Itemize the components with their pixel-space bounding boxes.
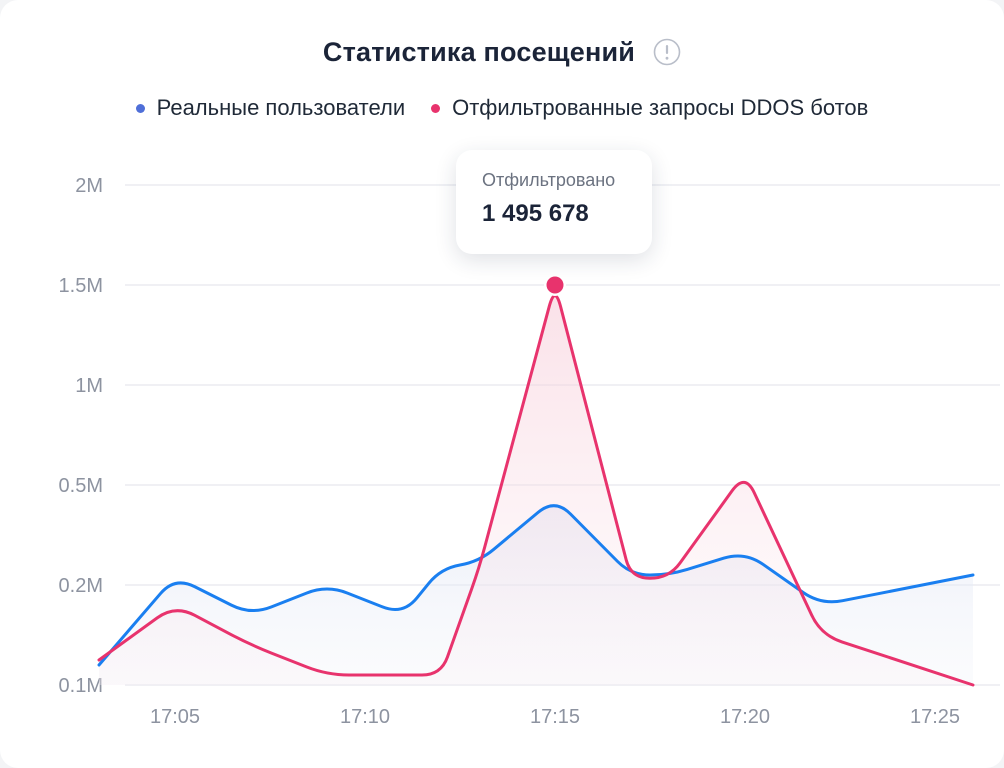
data-point-layer — [544, 274, 566, 296]
x-tick-label: 17:25 — [910, 706, 960, 728]
area-fill-layer — [99, 285, 973, 685]
x-tick-label: 17:05 — [150, 706, 200, 728]
series-area-1 — [99, 295, 973, 685]
legend-item-ddos-bots[interactable]: Отфильтрованные запросы DDOS ботов — [431, 95, 868, 121]
chart-header: Статистика посещений — [0, 30, 1004, 74]
y-tick-label: 1M — [75, 375, 103, 397]
series-line-layer — [97, 294, 975, 687]
chart-title: Статистика посещений — [322, 36, 636, 67]
legend-label-ddos-bots: Отфильтрованные запросы DDOS ботов — [452, 95, 869, 120]
legend-dot-real-users — [135, 103, 145, 113]
tooltip: Отфильтровано 1 495 678 — [456, 150, 652, 254]
tooltip-value: 1 495 678 — [482, 200, 589, 227]
tooltip-label: Отфильтровано — [482, 170, 616, 190]
y-tick-label: 1.5M — [59, 275, 103, 297]
x-tick-label: 17:15 — [530, 706, 580, 728]
x-tick-label: 17:20 — [720, 706, 770, 728]
legend-label-real-users: Реальные пользователи — [156, 95, 406, 120]
series-line-0 — [97, 504, 975, 667]
highlight-point — [546, 276, 564, 294]
x-tick-label: 17:10 — [340, 706, 390, 728]
y-tick-label: 0.2M — [59, 575, 103, 597]
chart-legend: Реальные пользователи Отфильтрованные за… — [0, 90, 1004, 126]
y-tick-label: 0.1M — [59, 675, 103, 697]
series-line-1 — [97, 294, 975, 687]
legend-item-real-users[interactable]: Реальные пользователи — [135, 95, 406, 121]
y-tick-label: 2M — [75, 175, 103, 197]
y-tick-label: 0.5M — [59, 475, 103, 497]
info-icon[interactable] — [653, 38, 681, 66]
legend-dot-ddos-bots — [431, 103, 441, 113]
